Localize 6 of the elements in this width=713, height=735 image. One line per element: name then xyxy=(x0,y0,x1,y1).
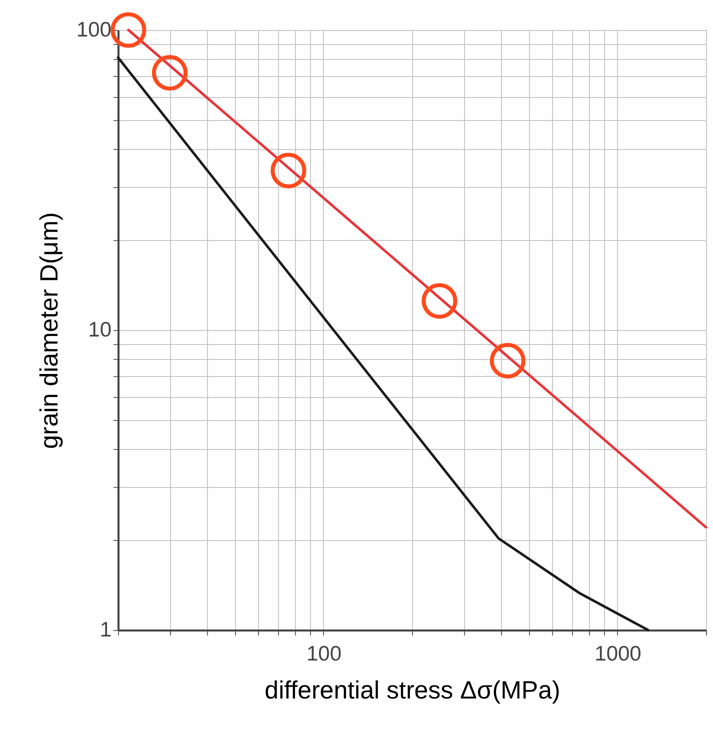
y-tick-label: 1 xyxy=(100,618,112,642)
x-tick-label: 1000 xyxy=(594,642,642,666)
x-axis-title: differential stress Δσ(MPa) xyxy=(264,676,560,704)
y-tick-label: 100 xyxy=(76,18,112,42)
y-tick-label: 10 xyxy=(88,318,112,342)
y-axis-title: grain diameter D(μm) xyxy=(35,212,64,449)
